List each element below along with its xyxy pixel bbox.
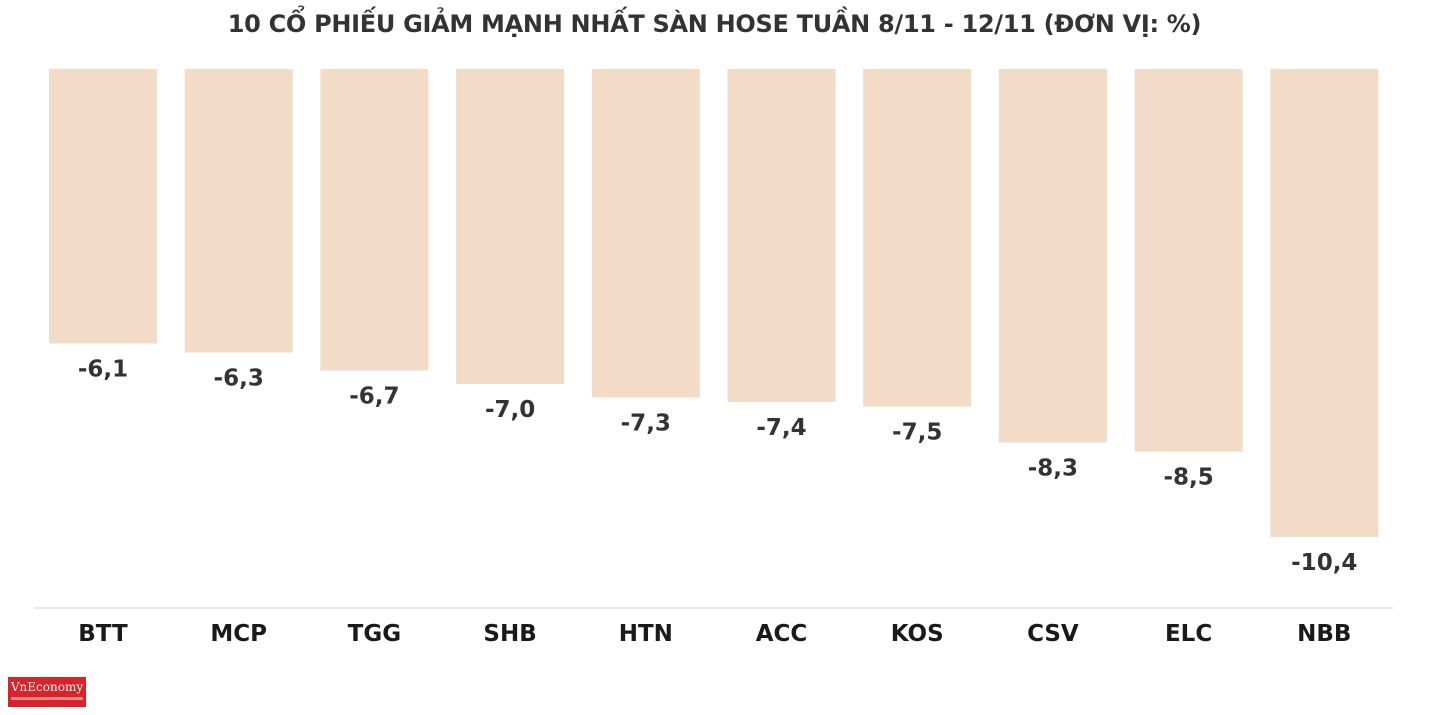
value-label-elc: -8,5	[1163, 465, 1213, 491]
value-label-btt: -6,1	[78, 357, 128, 383]
category-label-mcp: MCP	[210, 621, 267, 647]
vneconomy-logo: VnEconomy	[8, 677, 86, 707]
bar-tgg	[320, 69, 429, 371]
category-label-elc: ELC	[1165, 621, 1212, 647]
value-label-csv: -8,3	[1028, 456, 1078, 482]
value-label-htn: -7,3	[621, 411, 671, 437]
bar-mcp	[184, 69, 293, 353]
category-label-acc: ACC	[756, 621, 808, 647]
category-label-tgg: TGG	[348, 621, 401, 647]
value-labels-group: -6,1 -6,3 -6,7 -7,0 -7,3 -7,4 -7,5 -8,3 -8,5 -10,…	[78, 357, 1358, 577]
category-label-nbb: NBB	[1297, 621, 1351, 647]
category-label-htn: HTN	[619, 621, 673, 647]
value-label-kos: -7,5	[892, 420, 942, 446]
bar-htn	[591, 69, 700, 398]
logo-tagline-mark	[11, 697, 83, 700]
value-label-tgg: -6,7	[349, 384, 399, 410]
chart-title: 10 CỔ PHIẾU GIẢM MẠNH NHẤT SÀN HOSE TUẦN…	[227, 10, 1202, 38]
logo-text: VnEconomy	[10, 680, 84, 694]
bar-elc	[1134, 69, 1243, 452]
bar-shb	[456, 69, 565, 384]
bar-kos	[863, 69, 972, 407]
value-label-mcp: -6,3	[214, 366, 264, 392]
value-label-shb: -7,0	[485, 397, 535, 423]
value-label-nbb: -10,4	[1291, 550, 1357, 576]
category-label-kos: KOS	[891, 621, 944, 647]
bars-group	[49, 69, 1379, 537]
category-labels-group: BTT MCP TGG SHB HTN ACC KOS CSV ELC NBB	[78, 621, 1351, 647]
bar-btt	[49, 69, 157, 344]
value-label-acc: -7,4	[756, 415, 806, 441]
bar-nbb	[1270, 69, 1379, 537]
bar-csv	[998, 69, 1107, 443]
category-label-csv: CSV	[1027, 621, 1079, 647]
category-label-shb: SHB	[483, 621, 536, 647]
category-label-btt: BTT	[78, 621, 128, 647]
bar-acc	[727, 69, 836, 402]
